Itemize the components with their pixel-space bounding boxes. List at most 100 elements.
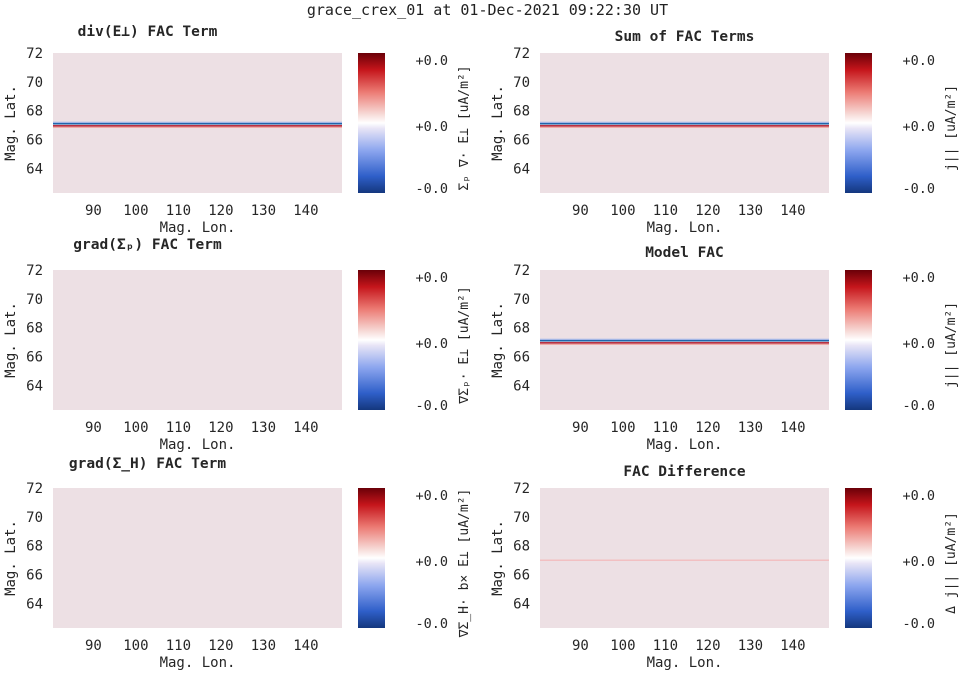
y-axis-label: Mag. Lat. [490,85,506,161]
x-tick-label: 130 [251,420,276,436]
y-tick-label: 72 [513,263,530,279]
y-axis-label: Mag. Lat. [3,520,19,596]
colorbar-tick-label: -0.0 [902,181,935,197]
y-tick-label: 70 [26,510,43,526]
x-tick-label: 90 [572,420,589,436]
heatmap-field [53,270,342,410]
colorbar-tick-label: -0.0 [902,398,935,414]
y-axis-label: Mag. Lat. [490,520,506,596]
x-tick-label: 120 [208,420,233,436]
colorbar [845,488,872,628]
panel-6: FAC Difference 64 66 68 70 72 90 100 110 120 130 14… [490,464,959,671]
x-tick-label: 120 [695,420,720,436]
x-tick-label: 140 [780,203,805,219]
y-tick-label: 64 [513,596,530,612]
x-tick-label: 90 [572,638,589,654]
x-tick-label: 140 [293,420,318,436]
y-tick-label: 66 [513,568,530,584]
x-tick-label: 110 [166,420,191,436]
x-tick-label: 120 [208,203,233,219]
colorbar [358,488,385,628]
x-tick-label: 120 [695,638,720,654]
colorbar-label: j|| [uA/m²] [944,85,959,171]
panel-5: grad(Σ_H) FAC Term 64 66 68 70 72 90 100 110 120 1… [3,456,472,671]
y-tick-label: 64 [26,161,43,177]
x-tick-label: 110 [653,638,678,654]
x-tick-label: 110 [166,203,191,219]
x-axis-label: Mag. Lon. [647,655,723,671]
y-tick-label: 66 [26,350,43,366]
y-axis-label: Mag. Lat. [3,85,19,161]
y-tick-label: 66 [26,568,43,584]
x-tick-label: 100 [610,203,635,219]
y-tick-label: 64 [513,161,530,177]
colorbar-tick-label: -0.0 [902,616,935,632]
colorbar-tick-label: -0.0 [415,398,448,414]
x-tick-label: 90 [85,203,102,219]
y-tick-label: 70 [26,292,43,308]
colorbar-tick-label: +0.0 [415,270,448,286]
colorbar-tick-label: -0.0 [415,616,448,632]
y-tick-label: 70 [513,75,530,91]
y-axis-label: Mag. Lat. [3,302,19,378]
y-tick-label: 72 [513,46,530,62]
panel-title: div(E⊥) FAC Term [78,24,218,40]
colorbar-tick-label: +0.0 [415,119,448,135]
colorbar [358,53,385,193]
panel-4: Model FAC 64 66 68 70 72 90 100 110 120 130 140 Mag.… [490,245,959,453]
x-tick-label: 110 [166,638,191,654]
colorbar-tick-label: +0.0 [902,53,935,69]
x-axis-label: Mag. Lon. [647,220,723,236]
panel-title: Sum of FAC Terms [615,29,755,45]
heatmap-field [540,488,829,628]
colorbar [845,53,872,193]
colorbar-label: ∇Σₚ· E⊥ [uA/m²] [457,286,472,404]
y-tick-label: 68 [513,539,530,555]
y-tick-label: 70 [513,510,530,526]
y-tick-label: 72 [26,46,43,62]
x-tick-label: 90 [572,203,589,219]
x-tick-label: 140 [293,638,318,654]
x-axis-label: Mag. Lon. [647,437,723,453]
x-tick-label: 130 [738,203,763,219]
x-tick-label: 130 [251,638,276,654]
colorbar [845,270,872,410]
colorbar [358,270,385,410]
x-tick-label: 120 [695,203,720,219]
x-tick-label: 90 [85,638,102,654]
y-tick-label: 68 [513,104,530,120]
figure-title: grace_crex_01 at 01-Dec-2021 09:22:30 UT [306,1,669,19]
x-tick-label: 110 [653,420,678,436]
colorbar-tick-label: +0.0 [902,270,935,286]
x-tick-label: 100 [610,420,635,436]
colorbar-tick-label: +0.0 [902,554,935,570]
y-tick-label: 72 [513,481,530,497]
colorbar-label: j|| [uA/m²] [944,302,959,388]
colorbar-label: Δ j|| [uA/m²] [944,512,959,614]
x-tick-label: 100 [610,638,635,654]
y-axis-label: Mag. Lat. [490,302,506,378]
heatmap-field [53,488,342,628]
y-tick-label: 66 [26,133,43,149]
x-tick-label: 110 [653,203,678,219]
colorbar-tick-label: +0.0 [415,336,448,352]
panel-title: grad(Σ_H) FAC Term [69,456,226,472]
colorbar-label: Σₚ ∇· E⊥ [uA/m²] [457,65,472,190]
y-tick-label: 70 [513,292,530,308]
x-tick-label: 130 [738,420,763,436]
colorbar-tick-label: +0.0 [415,488,448,504]
panel-title: FAC Difference [623,464,745,480]
x-axis-label: Mag. Lon. [160,220,236,236]
colorbar-tick-label: +0.0 [902,488,935,504]
colorbar-tick-label: +0.0 [902,336,935,352]
x-tick-label: 140 [293,203,318,219]
colorbar-tick-label: -0.0 [415,181,448,197]
x-tick-label: 120 [208,638,233,654]
x-axis-label: Mag. Lon. [160,437,236,453]
y-tick-label: 72 [26,481,43,497]
x-tick-label: 100 [123,203,148,219]
x-tick-label: 140 [780,420,805,436]
x-tick-label: 100 [123,638,148,654]
panel-1: div(E⊥) FAC Term 64 66 68 70 72 90 100 110 120 130… [3,24,472,236]
colorbar-tick-label: +0.0 [902,119,935,135]
